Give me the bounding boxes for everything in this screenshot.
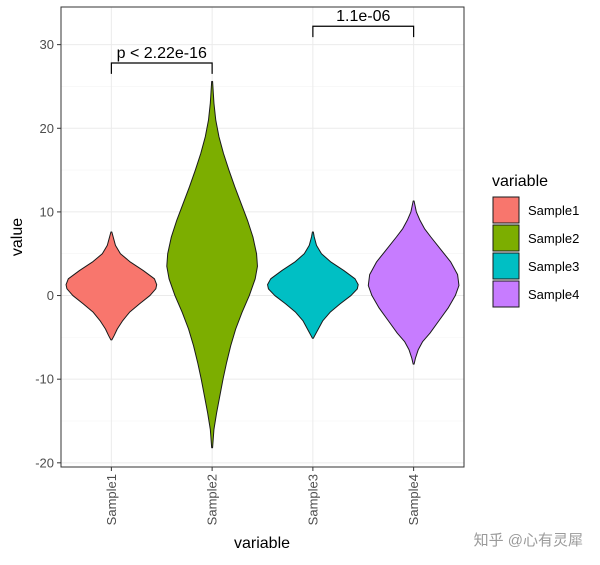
violins xyxy=(65,80,460,449)
violin-sample4 xyxy=(367,200,460,365)
violin-sample3 xyxy=(267,231,359,339)
x-tick-label: Sample2 xyxy=(205,474,220,525)
y-tick-label: 10 xyxy=(40,204,54,219)
legend-label: Sample3 xyxy=(528,259,579,274)
x-axis-title: variable xyxy=(234,535,290,552)
legend-label: Sample1 xyxy=(528,203,579,218)
violin-sample2 xyxy=(166,80,258,449)
y-tick-label: 0 xyxy=(47,288,54,303)
comparison-label: 1.1e-06 xyxy=(336,8,390,25)
legend-swatch-sample2 xyxy=(492,224,520,252)
legend-label: Sample2 xyxy=(528,231,579,246)
axes: -20 -10 0 10 20 30 Sample1 Sample2 Sample3 Sample… xyxy=(35,37,421,525)
y-tick-label: -10 xyxy=(35,372,54,387)
legend-swatch-sample1 xyxy=(492,196,520,224)
watermark: 知乎 @心有灵犀 xyxy=(474,532,583,549)
legend-swatch-sample3 xyxy=(492,252,520,280)
violin-sample1 xyxy=(65,231,158,341)
y-axis-title: value xyxy=(9,218,26,256)
comparison-brackets: p < 2.22e-16 1.1e-06 xyxy=(110,8,415,74)
plot-panel-border xyxy=(60,6,465,468)
comparison-bracket xyxy=(110,62,213,74)
legend: variable Sample1 Sample2 Sample3 Sample4 xyxy=(492,173,579,308)
comparison-bracket xyxy=(312,25,415,38)
x-tick-label: Sample1 xyxy=(104,474,119,525)
y-tick-label: -20 xyxy=(35,455,54,470)
legend-items: Sample1 Sample2 Sample3 Sample4 xyxy=(492,196,579,308)
legend-title: variable xyxy=(492,173,548,190)
legend-label: Sample4 xyxy=(528,287,579,302)
y-tick-label: 20 xyxy=(40,121,54,136)
y-tick-label: 30 xyxy=(40,37,54,52)
comparison-label: p < 2.22e-16 xyxy=(117,45,207,62)
x-tick-label: Sample4 xyxy=(406,474,421,525)
x-tick-label: Sample3 xyxy=(305,474,320,525)
legend-swatch-sample4 xyxy=(492,280,520,308)
